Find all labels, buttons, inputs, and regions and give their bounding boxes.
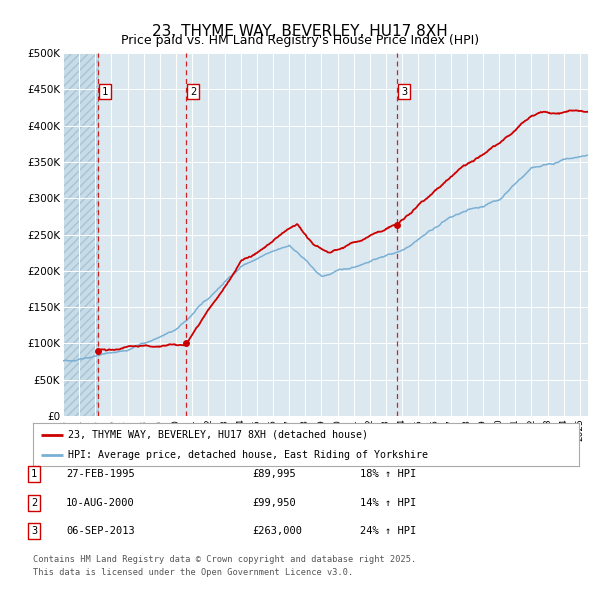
Text: This data is licensed under the Open Government Licence v3.0.: This data is licensed under the Open Gov… — [33, 568, 353, 577]
Text: 10-AUG-2000: 10-AUG-2000 — [66, 498, 135, 507]
Text: £89,995: £89,995 — [252, 470, 296, 479]
Text: 3: 3 — [31, 526, 37, 536]
Text: Contains HM Land Registry data © Crown copyright and database right 2025.: Contains HM Land Registry data © Crown c… — [33, 555, 416, 564]
Text: 06-SEP-2013: 06-SEP-2013 — [66, 526, 135, 536]
Text: 23, THYME WAY, BEVERLEY, HU17 8XH (detached house): 23, THYME WAY, BEVERLEY, HU17 8XH (detac… — [68, 430, 368, 440]
Text: 3: 3 — [401, 87, 407, 97]
Text: Price paid vs. HM Land Registry's House Price Index (HPI): Price paid vs. HM Land Registry's House … — [121, 34, 479, 47]
Text: £99,950: £99,950 — [252, 498, 296, 507]
Text: 2: 2 — [31, 498, 37, 507]
Text: 24% ↑ HPI: 24% ↑ HPI — [360, 526, 416, 536]
Text: 23, THYME WAY, BEVERLEY, HU17 8XH: 23, THYME WAY, BEVERLEY, HU17 8XH — [152, 24, 448, 38]
Text: 1: 1 — [31, 470, 37, 479]
Text: 2: 2 — [190, 87, 196, 97]
Text: 14% ↑ HPI: 14% ↑ HPI — [360, 498, 416, 507]
Bar — [63, 53, 98, 416]
Text: 1: 1 — [102, 87, 108, 97]
Text: HPI: Average price, detached house, East Riding of Yorkshire: HPI: Average price, detached house, East… — [68, 450, 428, 460]
Text: 18% ↑ HPI: 18% ↑ HPI — [360, 470, 416, 479]
Text: £263,000: £263,000 — [252, 526, 302, 536]
Text: 27-FEB-1995: 27-FEB-1995 — [66, 470, 135, 479]
